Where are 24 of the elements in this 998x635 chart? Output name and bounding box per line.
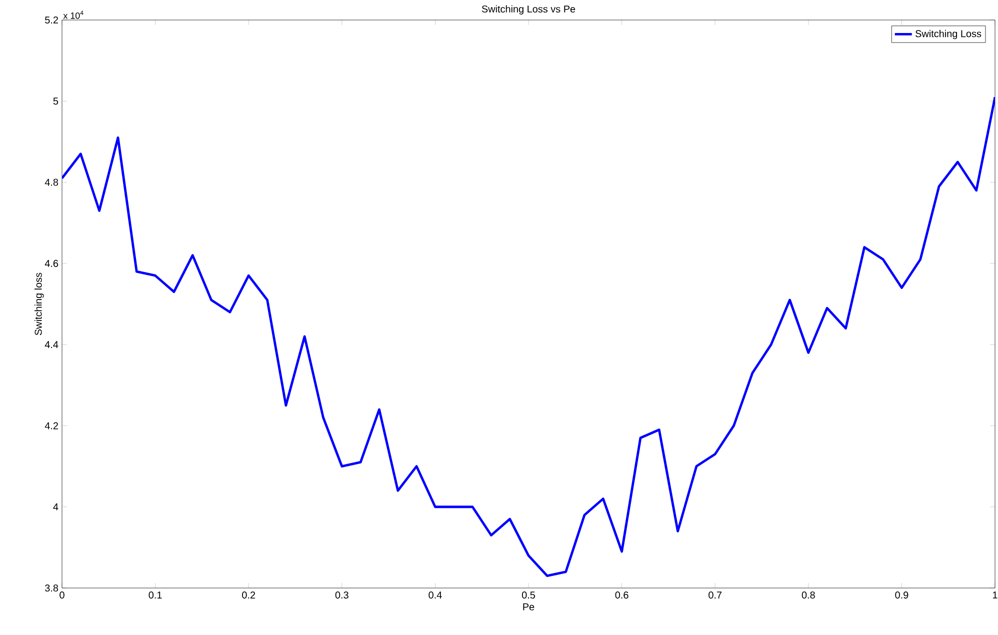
x-tick-label: 0.8	[802, 592, 815, 599]
y-tick-label: 4.2	[44, 422, 58, 430]
x-tick-label: 0.3	[335, 592, 348, 599]
x-tick-label: 0.2	[242, 592, 256, 599]
y-tick-label: 5	[53, 98, 58, 105]
y-tick-label: 4.4	[44, 341, 58, 348]
y-tick-label: 4.6	[44, 260, 58, 267]
x-tick-label: 0.7	[708, 592, 722, 599]
text: x 10$^{4}$	[63, 10, 84, 19]
y-tick-label: 4.8	[44, 178, 58, 186]
x-tick-label: 1	[993, 592, 998, 598]
x-tick-label: 0.4	[428, 592, 442, 599]
x-tick-label: 0.6	[615, 592, 628, 599]
x-axis-title: Pe	[523, 603, 534, 610]
y-tick-label: 3.8	[45, 584, 58, 592]
y-tick-label: 5.2	[45, 16, 58, 24]
chart-title: Switching Loss vs Pe	[482, 5, 576, 14]
x-tick-label: 0	[60, 592, 64, 599]
y-tick-label: 4	[53, 503, 58, 510]
legend-label: Switching Loss	[915, 30, 982, 40]
x-tick-label: 0.9	[895, 592, 908, 599]
x-tick-label: 0.1	[148, 592, 162, 599]
x-tick-label: 0.5	[522, 592, 536, 599]
y-axis-title: Switching loss	[34, 272, 44, 336]
